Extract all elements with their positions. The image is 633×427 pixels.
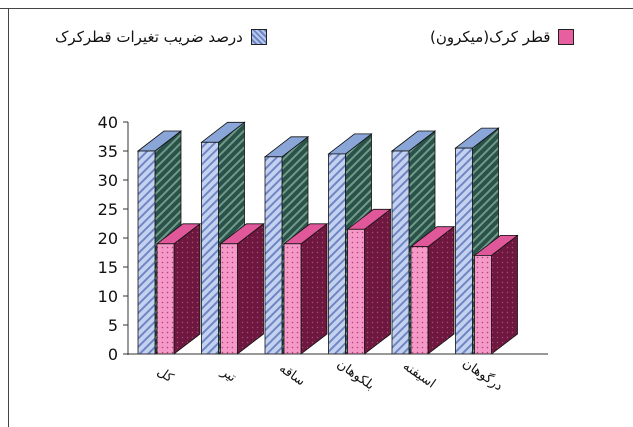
legend-item-series-1: درصد ضریب تغیرات قطرکرک [55,28,267,46]
legend-label-series-2: قطر کرک(میکرون) [430,28,551,46]
bar-side-face [427,225,455,355]
y-tick-label: 35 [98,142,118,161]
bar-side-face [173,222,201,355]
bar-front-face [220,243,238,355]
frame-border-top [0,8,633,9]
x-category-label: اسیفنه [400,359,438,392]
y-tick-label: 30 [98,171,118,190]
y-tick-label: 40 [98,113,118,132]
bar-front-face [137,150,156,355]
legend-item-series-2: قطر کرک(میکرون) [430,28,575,46]
bar-front-face [201,141,219,355]
bar-front-face [283,243,302,355]
frame-border-left [8,8,9,427]
bar-s2-6 [473,234,519,355]
x-category-label: بلکوهان [334,357,377,393]
bar-side-face [237,222,264,355]
x-category-label: ساقه [276,361,308,389]
bar-front-face [156,243,175,355]
bar-s2-3 [282,222,329,355]
bar-s2-1 [155,222,202,355]
x-category-label: درگوهان [460,355,506,394]
bar-s2-5 [409,225,456,355]
bars-group [128,121,548,355]
y-tick-label: 15 [98,258,118,277]
bar-side-face [364,208,391,355]
x-category-label: تیر [217,364,239,386]
y-tick-label: 0 [108,345,118,364]
bar-front-face [474,254,492,355]
legend-swatch-series-1 [250,29,267,45]
y-tick-label: 25 [98,200,118,219]
bar-s2-2 [219,222,265,355]
bar-front-face [328,153,346,355]
bar-front-face [410,246,429,355]
bar-front-face [347,228,365,355]
bar-front-face [391,150,410,355]
bar-front-face [455,147,473,355]
x-category-label: کل [154,364,176,386]
bar-side-face [491,234,518,355]
bar-s2-4 [346,208,392,355]
bar-side-face [300,222,328,355]
x-axis-labels: کل تیر ساقه بلکوهان اسیفنه درگوهان [154,355,506,394]
y-tick-label: 10 [98,287,118,306]
bar-front-face [264,156,283,355]
y-tick-label: 5 [108,316,118,335]
y-tick-label: 20 [98,229,118,248]
legend-swatch-series-2 [558,29,575,45]
y-axis-ticks: 0 5 10 15 20 25 30 35 40 [98,113,128,364]
legend-label-series-1: درصد ضریب تغیرات قطرکرک [55,28,243,46]
